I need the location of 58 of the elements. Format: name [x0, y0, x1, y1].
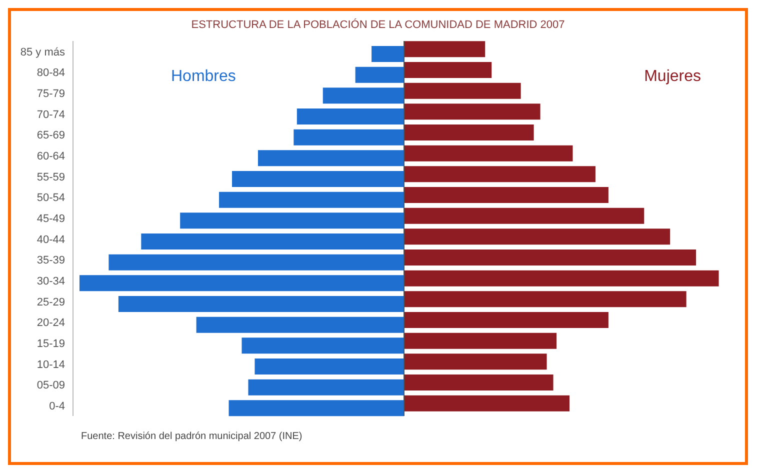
bar: [404, 104, 540, 120]
bar: [404, 312, 608, 328]
chart-title: ESTRUCTURA DE LA POBLACIÓN DE LA COMUNIDAD DE MADRID 2007: [190, 19, 566, 31]
y-tick-label: 85 y más: [20, 46, 66, 58]
y-tick-label: 50-54: [36, 192, 65, 204]
bar: [141, 234, 404, 250]
bar: [404, 187, 608, 203]
bar: [196, 316, 404, 333]
text: Hombres: [171, 68, 236, 85]
y-tick-label: 10-14: [36, 358, 65, 371]
bar: [258, 150, 404, 166]
y-tick-label: 15-19: [36, 338, 65, 350]
bar: [296, 108, 404, 124]
bar: [404, 62, 492, 78]
bar: [248, 379, 404, 396]
y-tick-label: 60-64: [36, 150, 65, 162]
bar: [108, 254, 404, 270]
bar: [372, 46, 404, 62]
bar: [404, 270, 719, 286]
bar: [404, 82, 521, 99]
bar: [322, 88, 404, 104]
bar: [118, 296, 404, 312]
y-tick-label: 05-09: [36, 380, 65, 392]
bar: [355, 66, 404, 83]
bar: [228, 400, 404, 416]
bar: [254, 358, 404, 374]
y-tick-label: 45-49: [36, 212, 65, 225]
bar: [232, 171, 404, 187]
y-tick-label: 80-84: [36, 67, 65, 80]
y-tick-label: 65-69: [36, 130, 65, 142]
y-tick-label: 55-59: [36, 171, 65, 184]
bar: [79, 275, 404, 292]
bar: [404, 332, 557, 349]
bar: [404, 395, 570, 412]
bar: [242, 338, 404, 354]
bar: [180, 212, 404, 229]
bar: [404, 250, 696, 266]
text: Mujeres: [644, 68, 701, 85]
bar: [404, 228, 670, 245]
bar: [404, 124, 534, 140]
bar: [404, 41, 486, 58]
bar: [404, 145, 573, 162]
bar: [219, 192, 404, 208]
bar: [404, 166, 596, 182]
source-note: Fuente: Revisión del padrón municipal 2007 (INE): [81, 431, 302, 442]
y-tick-label: 35-39: [36, 254, 65, 267]
y-tick-label: 25-29: [36, 296, 65, 308]
y-tick-label: 30-34: [36, 275, 65, 288]
y-tick-label: 75-79: [36, 88, 65, 100]
y-tick-label: 20-24: [36, 317, 65, 330]
bar: [294, 129, 404, 146]
bar: [404, 354, 547, 370]
bar: [404, 208, 644, 224]
y-tick-label: 40-44: [36, 234, 65, 246]
y-tick-label: 0-4: [49, 400, 65, 412]
bar: [404, 291, 686, 308]
y-tick-label: 70-74: [36, 108, 65, 121]
bar: [404, 374, 554, 390]
